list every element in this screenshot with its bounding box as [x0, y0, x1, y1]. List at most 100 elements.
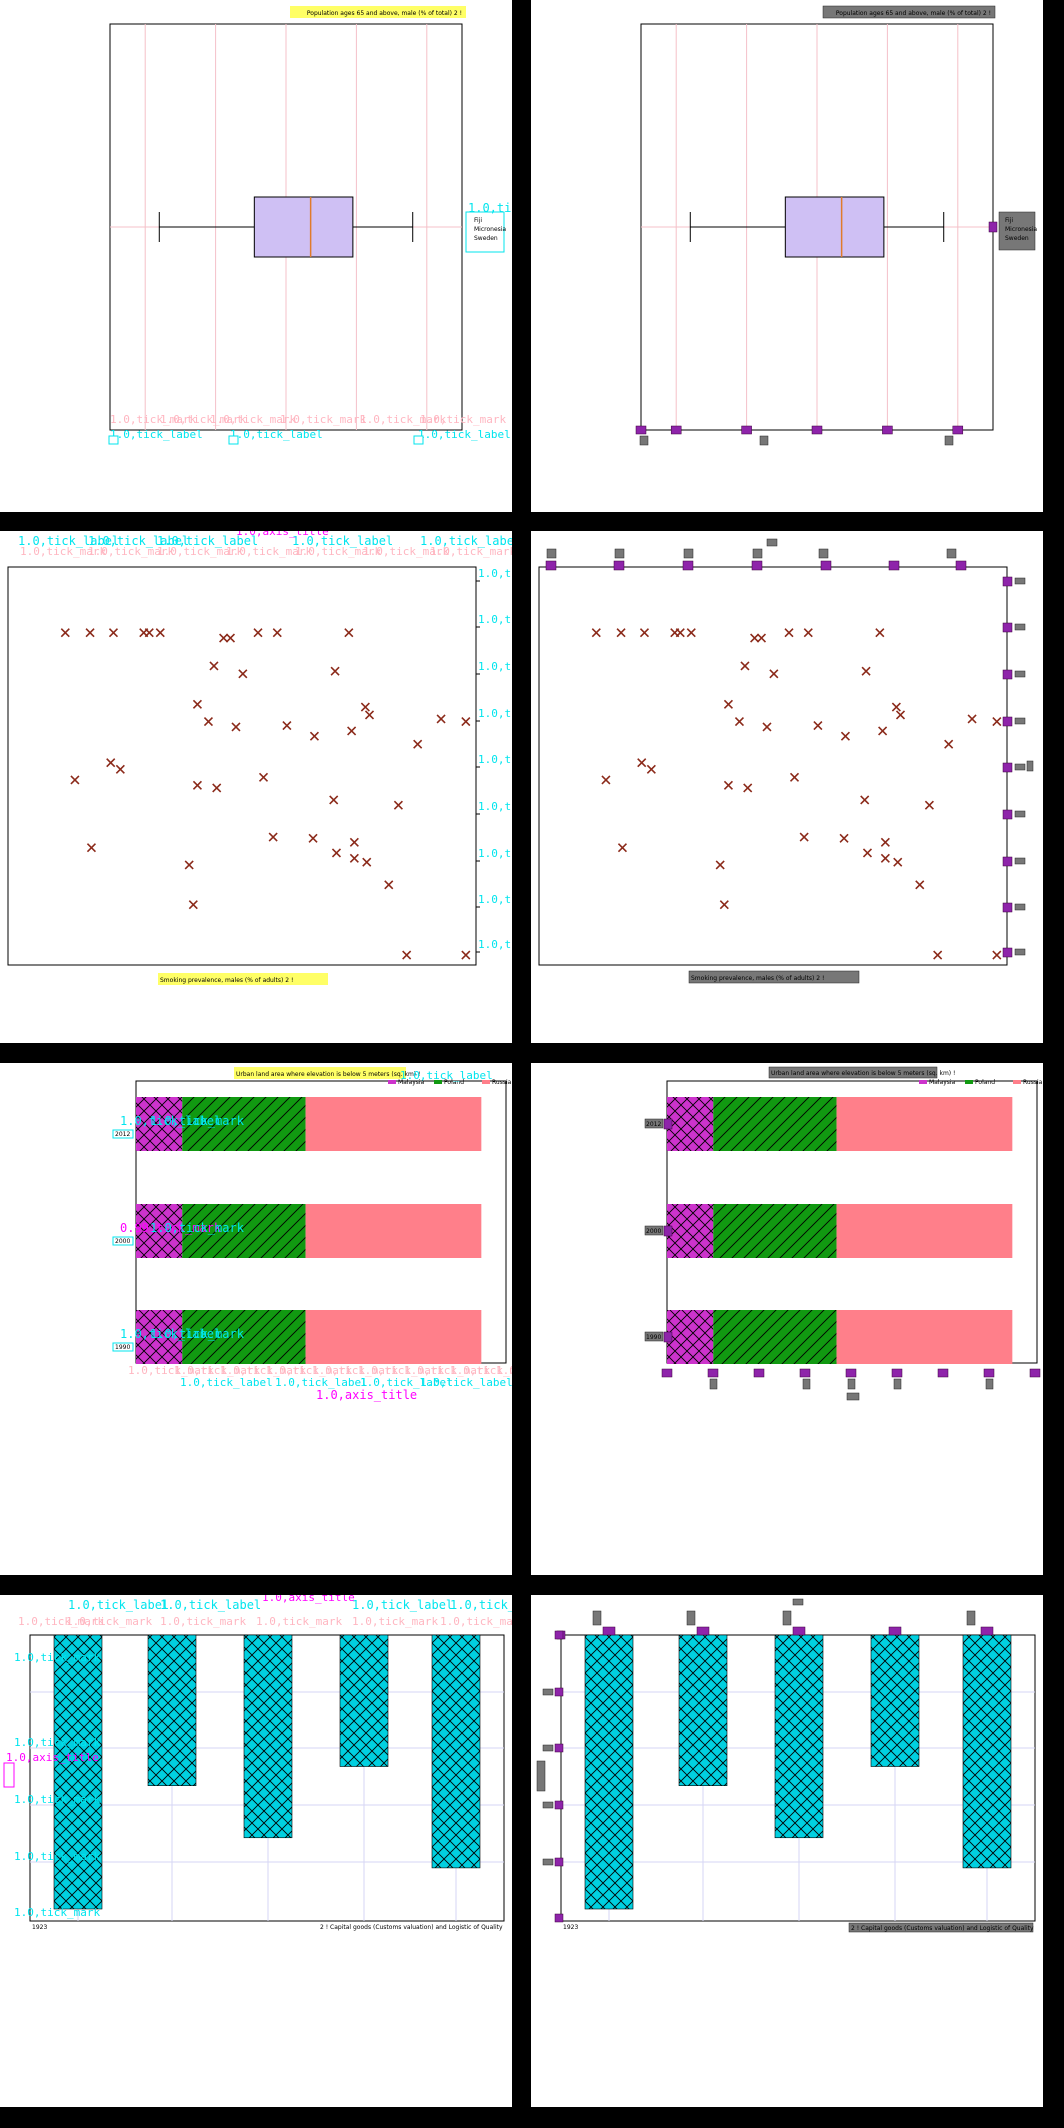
y-tick-label: 2012: [115, 1131, 130, 1138]
annotation-tick-mark: 1.0,tick_mark: [88, 545, 174, 558]
legend-label: Sweden: [474, 235, 498, 242]
scatter-point: [895, 710, 906, 720]
tick-mark-badge: [811, 425, 823, 435]
scatter-point: [723, 780, 734, 790]
tick-mark-badge: [1002, 576, 1013, 587]
tick-mark-badge: [707, 1368, 719, 1378]
tick-mark-badge: [635, 425, 647, 435]
tick-label-badge: [542, 1858, 554, 1866]
box-body: [253, 196, 354, 258]
bar-hatch: [136, 1310, 183, 1364]
vbar-panel-annotated: 1923 1.0,tick_mark 1.0,tick_mark 1.0,tick_m…: [0, 1595, 512, 2107]
annotation-tick-mark: 1.0,tick_mark: [440, 1615, 512, 1628]
chart-title: Urban land area where elevation is below…: [236, 1071, 420, 1078]
annotation-tick-mark: 1.0,tick_mark: [226, 545, 312, 558]
tick-mark-badge: [661, 1368, 673, 1378]
annotation-tick-mark: 1.0,tick_mark: [66, 1615, 152, 1628]
x-axis-label: 2 ! Capital goods (Customs valuation) an…: [320, 1924, 503, 1931]
annotation-tick-mark: 1.0,tick_mark: [404, 1364, 490, 1377]
scatter-point: [349, 853, 359, 863]
tick-label-badge: [782, 1610, 792, 1626]
tick-mark-badge: [1029, 1368, 1041, 1378]
scatter-point: [591, 628, 601, 638]
scatter-point: [115, 764, 125, 774]
tick-mark-badge: [545, 560, 557, 571]
tick-mark-badge: [554, 1630, 564, 1640]
scatter-point: [282, 721, 292, 731]
tick-label-badge: [802, 1378, 811, 1390]
title-badge: [768, 1066, 938, 1079]
tick-mark-badge: [891, 1368, 903, 1378]
y-axis-title-badge: [1026, 760, 1034, 772]
tick-label-badge: [1014, 577, 1026, 585]
bar-hatch: [585, 1635, 633, 1909]
xlabel-highlight: [158, 973, 328, 985]
scatter-point: [861, 666, 871, 676]
tick-mark-badge: [937, 1368, 949, 1378]
scatter-point: [309, 731, 320, 741]
legend-marker-badge: [988, 221, 998, 233]
x-axis-origin: 1923: [32, 1924, 47, 1931]
plot-frame: [7, 566, 477, 966]
scatter-point: [740, 661, 750, 671]
bar-hatch: [148, 1635, 196, 1786]
tick-label-badge: [1014, 763, 1026, 771]
scatter-point: [192, 699, 203, 709]
x-axis-label: 2 ! Capital goods (Customs valuation) an…: [851, 1925, 1034, 1932]
annotation-tick-label: 1.0,tick_label: [68, 1598, 169, 1612]
annotation-tick-label: 1.0,tick_label: [450, 1598, 512, 1612]
annotation-tick-mark: 1.0,tick_mark: [496, 1364, 512, 1377]
legend-label: Malaysia: [929, 1079, 956, 1086]
bar-hatch: [54, 1635, 102, 1909]
annotation-tick-mark: 1.0,tick_mark: [14, 1793, 100, 1806]
annotation-tick-label: 1.0,tick_label: [478, 847, 512, 860]
annotation-tick-mark: 1.0,tick_label: [120, 1114, 221, 1128]
annotation-tick-label: 1.0,tick_label: [18, 534, 119, 548]
tick-label-badge: [893, 1378, 902, 1390]
y-tick-label: 2012: [646, 1121, 661, 1128]
bar-hatch: [713, 1310, 837, 1364]
scatter-point: [155, 628, 165, 638]
axis-title-badge: [792, 1598, 804, 1606]
hbar-panel-badged: Malaysia Poland Russia Urban land area wher…: [531, 1063, 1043, 1575]
bar-hatch: [963, 1635, 1011, 1868]
annotation-tick-mark: 1.0,tick_mark: [295, 545, 381, 558]
scatter-point: [331, 848, 342, 858]
annotation-tick-mark: 1.0,tick_mark: [128, 1364, 214, 1377]
legend-swatch: [1013, 1080, 1021, 1084]
tick-label-badge: [709, 1378, 718, 1390]
tick-mark-badge: [845, 1368, 857, 1378]
stacked-hbar-chart: Malaysia Poland Russia Urban land area wher…: [112, 1067, 512, 1402]
bar-hatch: [713, 1097, 837, 1151]
bar-hatch: [871, 1635, 919, 1767]
vbar-chart: 1923 2 ! Capital goods (Customs valuation…: [536, 1598, 1036, 1933]
tick-mark-badge: [554, 1913, 564, 1923]
scatter-point: [723, 699, 734, 709]
scatter-point: [349, 837, 359, 847]
annotation-tick-mark: 1.0,tick_mark: [110, 413, 196, 426]
scatter-point: [893, 857, 903, 867]
tick-label-badge: [847, 1378, 856, 1390]
scatter-panel-annotated: 1.0,tick_mark 1.0,tick_mark 1.0,tick_mark 1…: [0, 531, 512, 1043]
scatter-point: [330, 666, 340, 676]
legend-swatch: [434, 1080, 442, 1084]
tick-label-badge: [752, 548, 763, 559]
tick-label-badge: [639, 435, 649, 446]
y-tick-label: 1990: [646, 1334, 661, 1341]
legend-label: Russia: [1023, 1079, 1043, 1086]
bar-segment: [836, 1204, 1013, 1258]
boxplot-chart: Population ages 65 and above, male (% of…: [108, 6, 512, 445]
bar-hatch: [182, 1204, 306, 1258]
boxplot-panel-annotated: Population ages 65 and above, male (% of…: [0, 0, 512, 512]
annotation-tick-mark: 1.0,tick_mark: [266, 1364, 352, 1377]
axis-title-badge: [536, 1760, 546, 1792]
tick-label-badge: [1014, 717, 1026, 725]
scatter-point: [715, 860, 725, 870]
scatter-point: [743, 783, 753, 793]
annotation-tick-mark: 1.0,tick_mark: [150, 1114, 245, 1128]
title-highlight: [290, 6, 466, 18]
scatter-point: [840, 731, 851, 741]
legend-box: [465, 211, 505, 253]
scatter-point: [891, 702, 901, 712]
scatter-point: [413, 739, 423, 749]
